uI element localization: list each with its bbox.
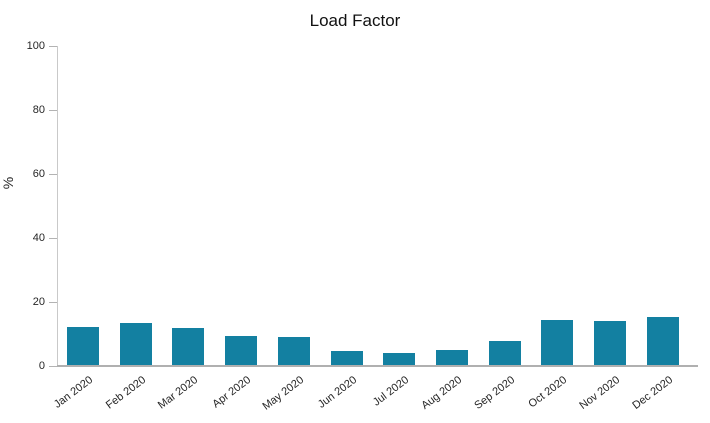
y-tick-mark-100 [49,45,57,47]
bar-dec-2020 [646,317,679,366]
bar-feb-2020 [119,323,152,366]
y-tick-mark-40 [49,237,57,239]
y-tick-label-20: 20 [32,295,45,308]
y-tick-mark-80 [49,109,57,111]
y-tick-label-40: 40 [32,231,45,244]
y-tick-label-0: 0 [38,359,45,372]
bar-oct-2020 [541,319,574,366]
bar-apr-2020 [225,335,258,366]
y-tick-mark-20 [49,301,57,303]
y-tick-label-100: 100 [26,39,45,52]
bar-nov-2020 [594,320,626,366]
bar-mar-2020 [172,327,205,366]
chart-title: Load Factor [309,11,401,30]
bar-jul-2020 [383,352,416,366]
bar-jan-2020 [67,327,99,366]
y-axis-line [57,46,58,366]
y-tick-label-80: 80 [32,103,45,116]
bar-may-2020 [277,337,310,366]
y-tick-mark-60 [49,173,57,175]
bar-sep-2020 [488,340,521,366]
bar-aug-2020 [435,349,468,366]
y-tick-mark-0 [49,365,57,367]
y-tick-label-60: 60 [32,167,45,180]
x-axis-line [57,365,698,367]
bar-jun-2020 [330,351,363,366]
